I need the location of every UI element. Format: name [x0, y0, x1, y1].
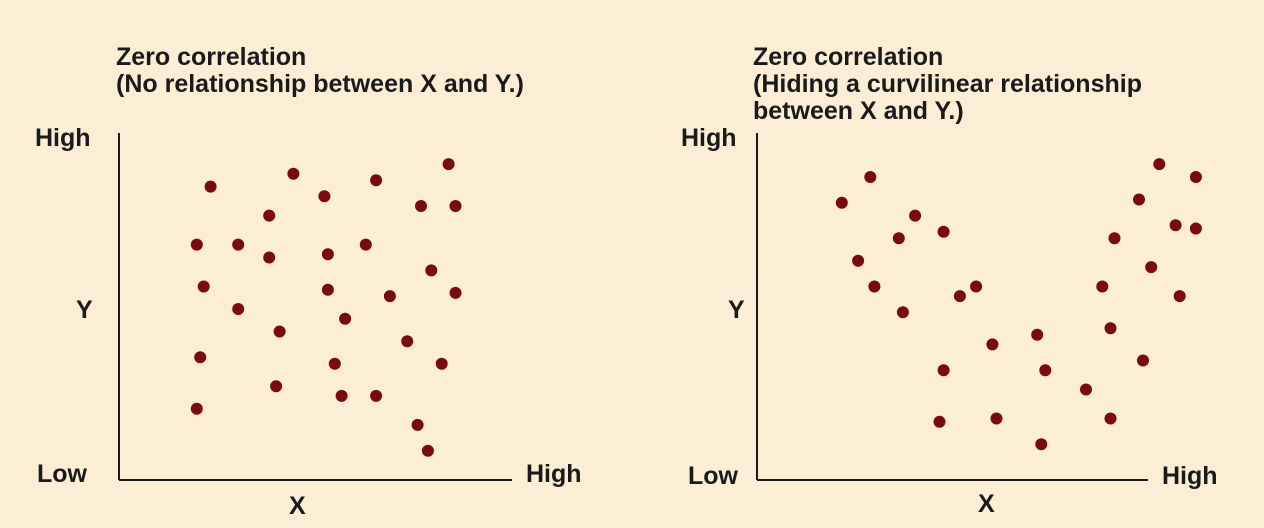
chart-left-point-28 [435, 357, 448, 370]
chart-left-point-8 [263, 209, 276, 222]
chart-left-point-27 [425, 264, 438, 277]
chart-left-point-2 [204, 180, 217, 193]
chart-left-point-5 [190, 402, 203, 415]
chart-right-x-high-label: High [1162, 462, 1218, 490]
chart-right: Zero correlation (Hiding a curvilinear r… [681, 43, 1218, 518]
chart-left-point-19 [359, 238, 372, 251]
chart-left-point-12 [287, 167, 300, 180]
chart-left-point-24 [411, 418, 424, 431]
chart-left-point-25 [415, 200, 427, 212]
chart-left-point-29 [442, 158, 455, 171]
chart-left-point-31 [449, 286, 462, 299]
chart-right-point-1 [835, 196, 848, 209]
chart-right-point-26 [1153, 158, 1166, 171]
chart-left-point-18 [335, 389, 348, 402]
chart-right-point-5 [892, 232, 905, 245]
chart-right-point-13 [986, 338, 999, 351]
chart-left-x-axis-label: X [289, 492, 306, 520]
chart-left-point-20 [370, 174, 383, 187]
chart-right-point-20 [1108, 232, 1121, 245]
chart-right-title-line-3: between X and Y.) [753, 97, 964, 125]
chart-right-point-30 [1189, 171, 1202, 183]
chart-right-point-18 [1080, 383, 1092, 396]
chart-left-y-axis-label: Y [76, 296, 93, 324]
chart-right-point-29 [1189, 222, 1202, 235]
chart-right-point-14 [990, 412, 1003, 425]
chart-right-point-8 [937, 225, 950, 238]
chart-left-point-26 [421, 444, 434, 457]
chart-left: Zero correlation (No relationship betwee… [35, 43, 582, 520]
chart-left-point-11 [270, 380, 283, 393]
chart-right-point-12 [933, 415, 946, 428]
chart-right-title-line-1: Zero correlation [753, 43, 943, 71]
chart-left-point-17 [328, 357, 341, 370]
chart-right-x-low-label: Low [688, 462, 739, 490]
chart-right-point-25 [1145, 261, 1158, 274]
chart-right-point-15 [1031, 328, 1044, 341]
chart-left-point-3 [197, 280, 210, 293]
chart-left-point-15 [321, 283, 334, 296]
chart-left-x-low-label: Low [37, 460, 88, 488]
chart-right-point-16 [1039, 364, 1052, 377]
chart-right-point-9 [953, 290, 966, 303]
chart-right-point-6 [909, 209, 922, 222]
chart-right-point-24 [1133, 193, 1145, 206]
chart-left-point-4 [194, 351, 207, 364]
chart-right-y-axis-label: Y [728, 296, 745, 324]
chart-right-point-22 [1104, 412, 1117, 425]
chart-right-point-4 [868, 280, 881, 293]
chart-right-x-axis-label: X [978, 490, 995, 518]
chart-right-point-3 [852, 254, 865, 267]
chart-right-point-23 [1137, 354, 1149, 367]
chart-right-point-7 [896, 306, 909, 319]
chart-left-point-14 [321, 248, 334, 261]
chart-right-points [835, 158, 1202, 451]
chart-right-point-2 [864, 171, 877, 183]
chart-left-point-10 [273, 325, 286, 338]
chart-right-title-line-2: (Hiding a curvilinear relationship [753, 70, 1142, 98]
chart-left-y-high-label: High [35, 124, 91, 152]
chart-left-point-9 [263, 251, 276, 264]
chart-left-title-line-1: Zero correlation [116, 43, 306, 71]
chart-left-point-30 [449, 200, 462, 212]
chart-left-point-21 [370, 389, 383, 402]
chart-left-points [190, 158, 462, 457]
chart-right-point-28 [1173, 290, 1186, 303]
chart-left-point-1 [190, 238, 203, 251]
chart-left-point-22 [383, 290, 396, 303]
chart-left-point-7 [232, 303, 245, 315]
chart-left-point-23 [401, 335, 414, 348]
chart-left-title-line-2: (No relationship between X and Y.) [116, 70, 524, 98]
chart-right-point-19 [1096, 280, 1109, 293]
chart-right-point-10 [970, 280, 983, 293]
chart-right-point-27 [1169, 219, 1182, 232]
chart-right-y-high-label: High [681, 124, 737, 152]
chart-left-point-6 [232, 238, 245, 251]
chart-left-point-13 [318, 190, 331, 203]
chart-left-x-high-label: High [526, 460, 582, 488]
chart-right-point-11 [937, 364, 950, 377]
chart-left-point-16 [339, 312, 352, 325]
chart-right-point-21 [1104, 322, 1117, 335]
chart-right-point-17 [1035, 438, 1048, 451]
